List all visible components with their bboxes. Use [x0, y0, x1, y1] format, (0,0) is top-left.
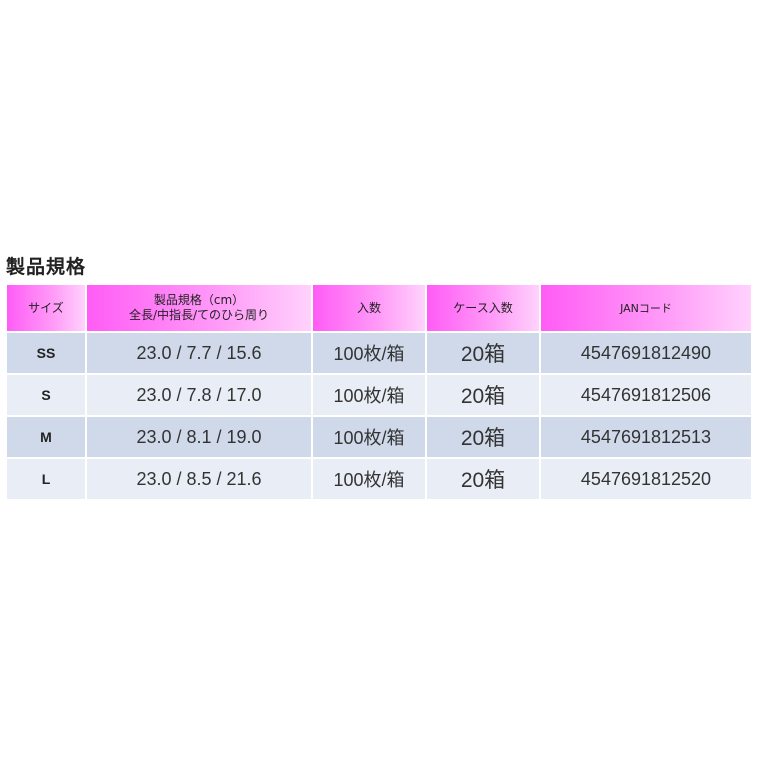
table-row: L 23.0 / 8.5 / 21.6 100枚/箱 20箱 4547691812520	[7, 459, 751, 499]
cell-case: 20箱	[427, 375, 539, 415]
table-row: SS 23.0 / 7.7 / 15.6 100枚/箱 20箱 454769181249…	[7, 333, 751, 373]
cell-spec: 23.0 / 8.5 / 21.6	[87, 459, 311, 499]
cell-size: M	[7, 417, 85, 457]
header-case: ケース入数	[427, 285, 539, 331]
header-jan: JANコード	[541, 285, 751, 331]
table-row: S 23.0 / 7.8 / 17.0 100枚/箱 20箱 4547691812506	[7, 375, 751, 415]
cell-spec: 23.0 / 7.7 / 15.6	[87, 333, 311, 373]
cell-size: S	[7, 375, 85, 415]
section-title: 製品規格	[6, 256, 87, 278]
header-qty: 入数	[313, 285, 425, 331]
cell-size: L	[7, 459, 85, 499]
cell-case: 20箱	[427, 333, 539, 373]
cell-jan: 4547691812490	[541, 333, 751, 373]
header-row: サイズ 製品規格（cm） 全長/中指長/てのひら周り 入数 ケース入数 JANコー…	[7, 285, 751, 331]
cell-case: 20箱	[427, 459, 539, 499]
cell-case: 20箱	[427, 417, 539, 457]
cell-spec: 23.0 / 7.8 / 17.0	[87, 375, 311, 415]
header-spec-line1: 製品規格（cm）	[153, 293, 245, 307]
cell-qty: 100枚/箱	[313, 417, 425, 457]
cell-jan: 4547691812506	[541, 375, 751, 415]
cell-qty: 100枚/箱	[313, 375, 425, 415]
header-spec: 製品規格（cm） 全長/中指長/てのひら周り	[87, 285, 311, 331]
cell-size: SS	[7, 333, 85, 373]
header-spec-line2: 全長/中指長/てのひら周り	[128, 308, 270, 322]
cell-jan: 4547691812520	[541, 459, 751, 499]
cell-qty: 100枚/箱	[313, 333, 425, 373]
cell-jan: 4547691812513	[541, 417, 751, 457]
table-row: M 23.0 / 8.1 / 19.0 100枚/箱 20箱 4547691812513	[7, 417, 751, 457]
cell-spec: 23.0 / 8.1 / 19.0	[87, 417, 311, 457]
spec-table: サイズ 製品規格（cm） 全長/中指長/てのひら周り 入数 ケース入数 JANコー…	[5, 283, 753, 501]
header-size: サイズ	[7, 285, 85, 331]
cell-qty: 100枚/箱	[313, 459, 425, 499]
